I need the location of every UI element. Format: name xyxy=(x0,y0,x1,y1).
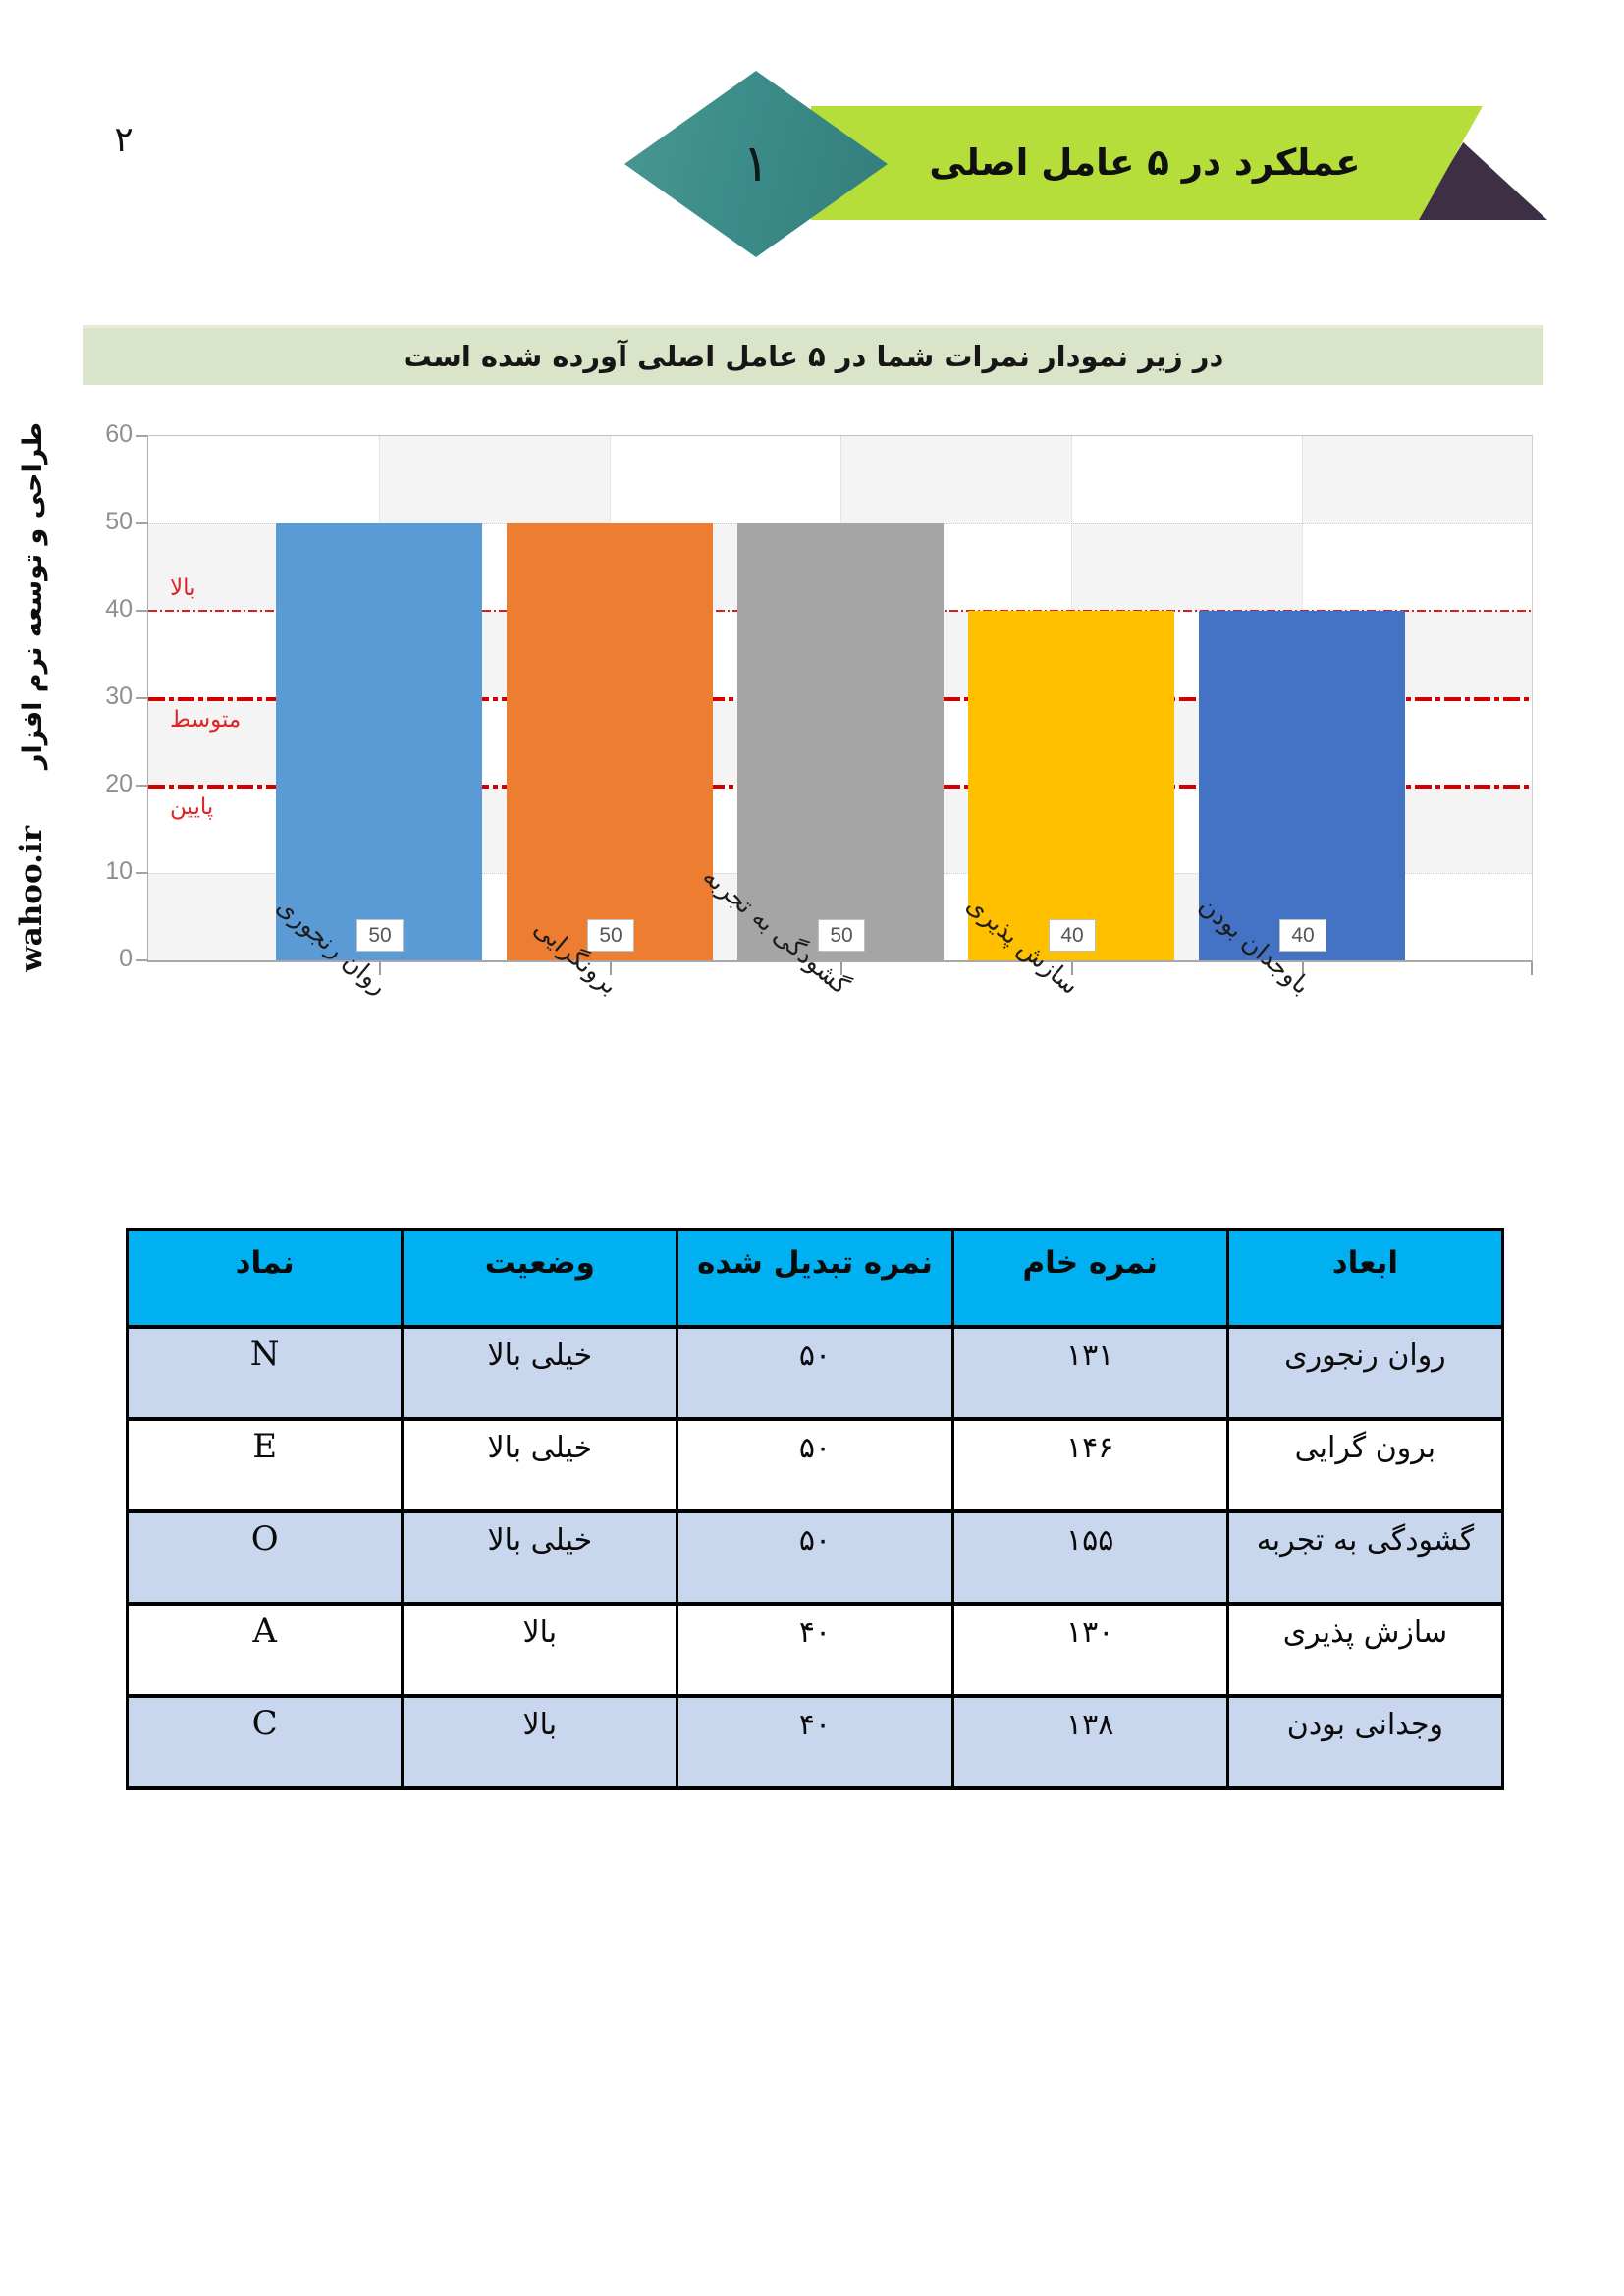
col-header-status: وضعیت xyxy=(401,1228,679,1329)
table-row: سازش پذیری ۱۳۰ ۴۰ بالا A xyxy=(125,1602,1505,1698)
subtitle-strip: در زیر نمودار نمرات شما در ۵ عامل اصلی آ… xyxy=(83,325,1543,385)
cell-dimension: برون گرایی xyxy=(1225,1417,1505,1513)
table-row: برون گرایی ۱۴۶ ۵۰ خیلی بالا E xyxy=(125,1417,1505,1513)
x-axis-tick xyxy=(1302,962,1304,975)
chart-plot-area: 0 10 20 30 40 50 60 بالا متوسط پایین 50 روان رنجوری… xyxy=(105,420,1533,1000)
cell-converted-score: ۴۰ xyxy=(676,1694,954,1790)
bar-value-label: 40 xyxy=(1049,919,1096,952)
cell-converted-score: ۵۰ xyxy=(676,1417,954,1513)
cell-status: بالا xyxy=(401,1602,679,1698)
col-header-converted-score: نمره تبدیل شده xyxy=(676,1228,954,1329)
cell-dimension: روان رنجوری xyxy=(1225,1325,1505,1421)
y-axis-tick xyxy=(136,872,147,874)
reference-line-label: پایین xyxy=(170,794,214,820)
table-header-row: ابعاد نمره خام نمره تبدیل شده وضعیت نماد xyxy=(125,1228,1505,1329)
header-banner: عملکرد در ۵ عامل اصلی xyxy=(811,106,1483,220)
x-axis-tick xyxy=(610,962,612,975)
y-axis-tick xyxy=(136,522,147,524)
scores-table: ابعاد نمره خام نمره تبدیل شده وضعیت نماد… xyxy=(125,1228,1505,1790)
cell-raw-score: ۱۳۰ xyxy=(950,1602,1229,1698)
factors-bar-chart: 0 10 20 30 40 50 60 بالا متوسط پایین 50 روان رنجوری… xyxy=(105,420,1533,1000)
table-row: وجدانی بودن ۱۳۸ ۴۰ بالا C xyxy=(125,1694,1505,1790)
y-axis-tick xyxy=(136,959,147,961)
x-axis-tick xyxy=(379,962,381,975)
cell-converted-score: ۵۰ xyxy=(676,1325,954,1421)
table-row: گشودگی به تجربه ۱۵۵ ۵۰ خیلی بالا O xyxy=(125,1509,1505,1606)
bar-3 xyxy=(737,523,944,960)
y-axis-tick xyxy=(136,785,147,787)
y-axis-tick-label: 40 xyxy=(105,595,133,623)
y-axis-tick-label: 60 xyxy=(105,420,133,448)
cell-raw-score: ۱۵۵ xyxy=(950,1509,1229,1606)
cell-converted-score: ۴۰ xyxy=(676,1602,954,1698)
cell-symbol: A xyxy=(125,1602,405,1698)
cell-symbol: C xyxy=(125,1694,405,1790)
cell-symbol: N xyxy=(125,1325,405,1421)
y-axis-tick xyxy=(136,697,147,699)
bar-5 xyxy=(1199,611,1405,960)
header-title: عملکرد در ۵ عامل اصلی xyxy=(929,141,1361,184)
bar-2 xyxy=(507,523,713,960)
y-axis-tick-label: 50 xyxy=(105,508,133,535)
bar-value-label: 50 xyxy=(356,919,404,952)
reference-line-label: متوسط xyxy=(170,707,242,733)
subtitle-text: در زیر نمودار نمرات شما در ۵ عامل اصلی آ… xyxy=(403,340,1224,373)
cell-dimension: سازش پذیری xyxy=(1225,1602,1505,1698)
cell-status: خیلی بالا xyxy=(401,1417,679,1513)
bar-4 xyxy=(968,611,1174,960)
bar-value-label: 50 xyxy=(818,919,865,952)
section-number: ۱ xyxy=(742,135,770,193)
y-axis-tick xyxy=(136,435,147,437)
x-axis-tick xyxy=(1071,962,1073,975)
y-axis-tick xyxy=(136,610,147,612)
col-header-dimension: ابعاد xyxy=(1225,1228,1505,1329)
cell-dimension: گشودگی به تجربه xyxy=(1225,1509,1505,1606)
cell-status: بالا xyxy=(401,1694,679,1790)
bar-1 xyxy=(276,523,482,960)
y-axis-tick-label: 20 xyxy=(105,770,133,797)
y-axis-tick-label: 30 xyxy=(105,683,133,710)
table-row: روان رنجوری ۱۳۱ ۵۰ خیلی بالا N xyxy=(125,1325,1505,1421)
cell-status: خیلی بالا xyxy=(401,1325,679,1421)
cell-converted-score: ۵۰ xyxy=(676,1509,954,1606)
y-axis-tick-label: 0 xyxy=(119,945,133,972)
reference-line-label: بالا xyxy=(170,575,196,601)
cell-raw-score: ۱۴۶ xyxy=(950,1417,1229,1513)
y-axis-tick-label: 10 xyxy=(105,857,133,885)
x-axis-tick xyxy=(840,962,842,975)
cell-raw-score: ۱۳۸ xyxy=(950,1694,1229,1790)
bar-value-label: 50 xyxy=(587,919,634,952)
col-header-raw-score: نمره خام xyxy=(950,1228,1229,1329)
cell-raw-score: ۱۳۱ xyxy=(950,1325,1229,1421)
cell-dimension: وجدانی بودن xyxy=(1225,1694,1505,1790)
page-number: ۲ xyxy=(114,120,134,160)
cell-symbol: E xyxy=(125,1417,405,1513)
cell-symbol: O xyxy=(125,1509,405,1606)
col-header-symbol: نماد xyxy=(125,1228,405,1329)
x-axis-tick xyxy=(1531,962,1533,975)
bar-value-label: 40 xyxy=(1279,919,1326,952)
cell-status: خیلی بالا xyxy=(401,1509,679,1606)
